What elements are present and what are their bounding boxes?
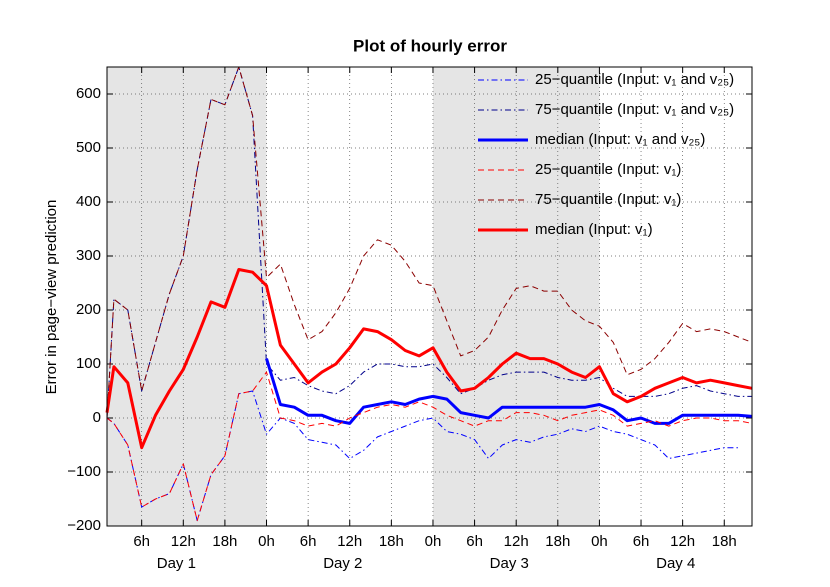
y-tick-label: 600 [76, 85, 101, 102]
x-tick-label: 18h [712, 533, 737, 550]
shaded-span [107, 67, 267, 526]
y-tick-label: 300 [76, 247, 101, 264]
x-tick-label: 18h [212, 533, 237, 550]
legend-label: 75−quantile (Input: v₁) [535, 191, 681, 208]
day-label: Day 3 [490, 555, 529, 572]
x-tick-label: 12h [504, 533, 529, 550]
y-tick-label: 400 [76, 193, 101, 210]
y-tick-label: 100 [76, 355, 101, 372]
x-tick-label: 6h [133, 533, 150, 550]
series-line [106, 371, 753, 522]
x-tick-label: 12h [337, 533, 362, 550]
legend-label: 25−quantile (Input: v₁ and v₂₅) [535, 71, 734, 88]
y-tick-label: −200 [67, 517, 101, 534]
series-line [265, 358, 753, 425]
legend-label: median (Input: v₁ and v₂₅) [535, 131, 705, 148]
x-tick-label: 6h [466, 533, 483, 550]
x-tick-label: 6h [300, 533, 317, 550]
series-line [106, 66, 753, 419]
y-tick-label: 200 [76, 301, 101, 318]
plot-frame [106, 66, 753, 527]
series-line [105, 268, 753, 450]
day-label: Day 2 [323, 555, 362, 572]
x-tick-label: 18h [545, 533, 570, 550]
y-axis-label: Error in page−view prediction [43, 200, 60, 395]
y-tick-label: 500 [76, 139, 101, 156]
y-tick-label: 0 [93, 409, 101, 426]
y-tick-label: −100 [67, 463, 101, 480]
x-tick-label: 12h [171, 533, 196, 550]
chart-title: Plot of hourly error [353, 36, 507, 55]
x-tick-label: 18h [379, 533, 404, 550]
legend-label: median (Input: v₁) [535, 221, 653, 238]
x-tick-label: 0h [591, 533, 608, 550]
x-tick-label: 6h [633, 533, 650, 550]
day-label: Day 1 [157, 555, 196, 572]
x-tick-label: 12h [670, 533, 695, 550]
day-label: Day 4 [656, 555, 695, 572]
legend-label: 25−quantile (Input: v₁) [535, 161, 681, 178]
legend-label: 75−quantile (Input: v₁ and v₂₅) [535, 101, 734, 118]
x-tick-label: 0h [258, 533, 275, 550]
x-tick-label: 0h [425, 533, 442, 550]
